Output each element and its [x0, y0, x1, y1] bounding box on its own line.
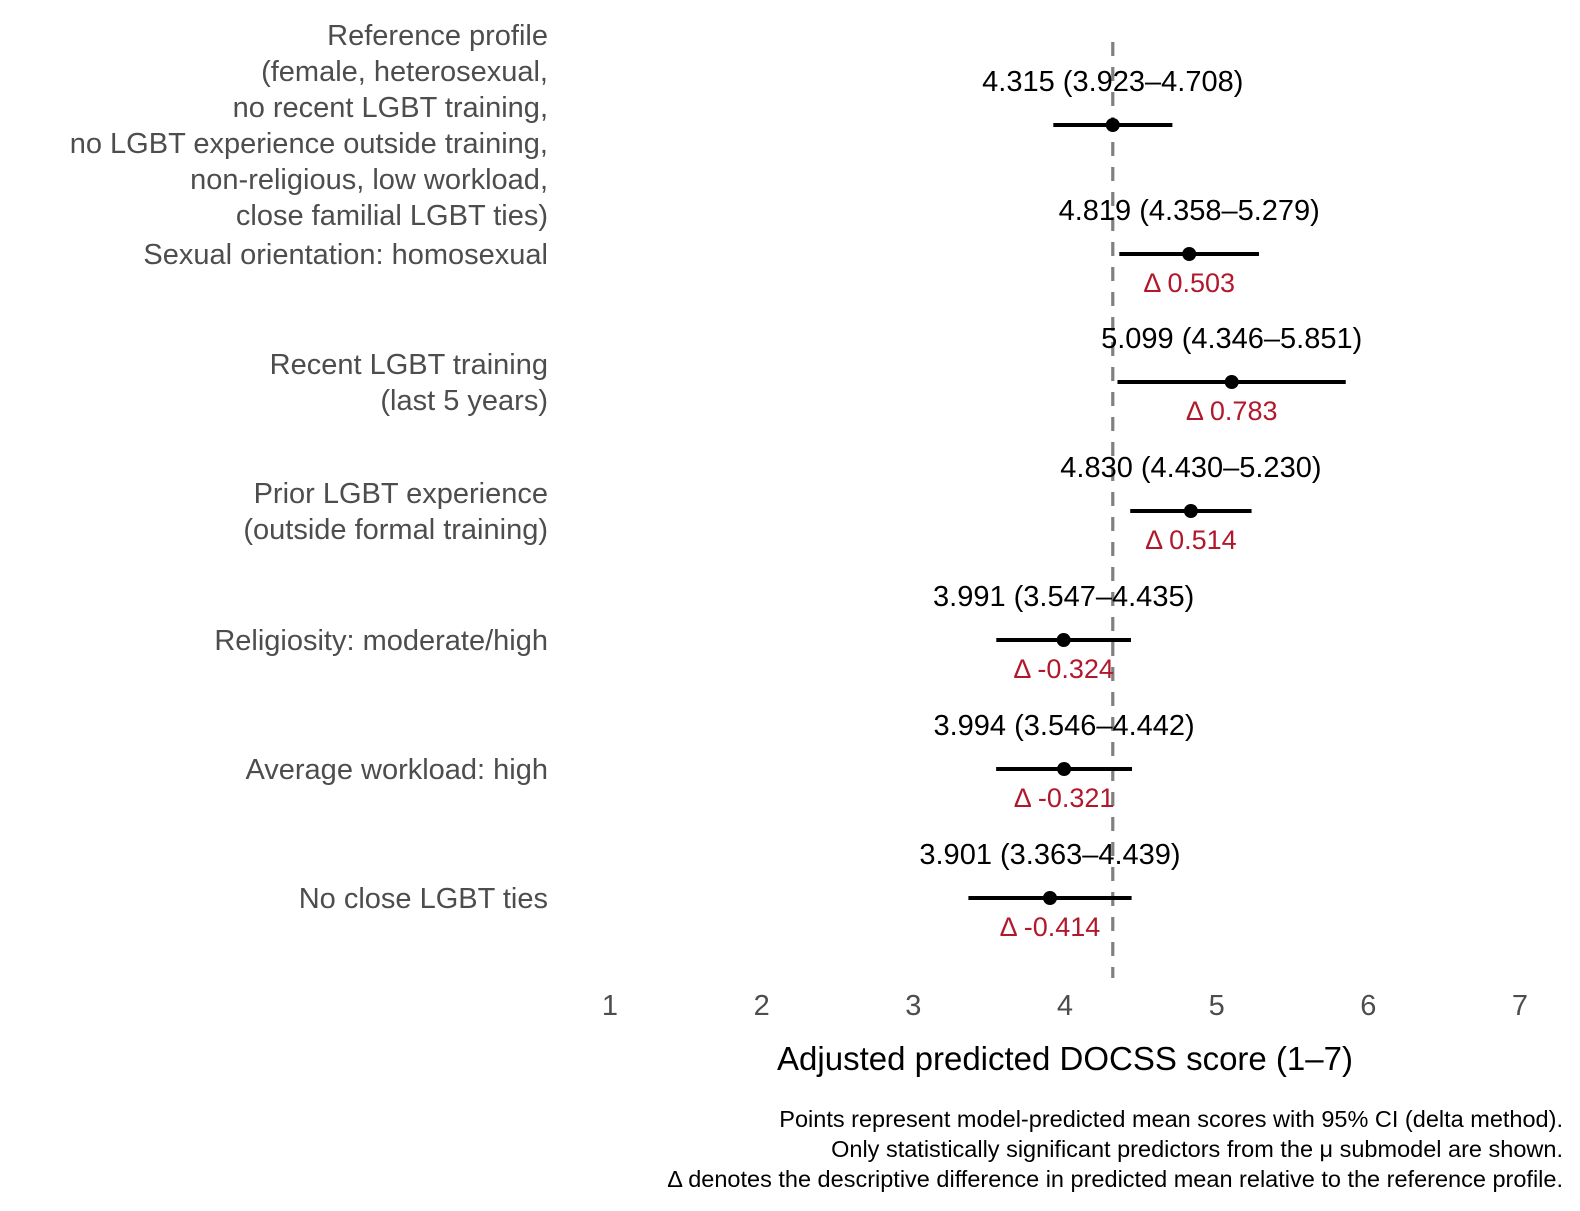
y-axis-label: Average workload: high — [245, 754, 548, 786]
forest-row: No close LGBT ties 3.901 (3.363–4.439) Δ -… — [299, 839, 1181, 942]
delta-label: Δ 0.503 — [1143, 268, 1235, 298]
x-tick-label: 7 — [1512, 990, 1528, 1022]
estimate-point — [1224, 375, 1239, 389]
estimate-label: 4.315 (3.923–4.708) — [982, 66, 1243, 98]
x-axis-title: Adjusted predicted DOCSS score (1–7) — [777, 1040, 1353, 1077]
estimate-label: 4.830 (4.430–5.230) — [1060, 452, 1321, 484]
estimate-label: 3.994 (3.546–4.442) — [933, 710, 1194, 742]
estimate-point — [1042, 891, 1057, 905]
y-axis-label: close familial LGBT ties) — [236, 200, 548, 232]
y-axis-label: (outside formal training) — [243, 514, 548, 546]
y-axis-label: No close LGBT ties — [299, 883, 548, 915]
caption-line: Points represent model-predicted mean sc… — [779, 1106, 1563, 1132]
y-axis-label: Recent LGBT training — [270, 349, 548, 381]
forest-row: Religiosity: moderate/high 3.991 (3.547–4… — [214, 581, 1194, 684]
y-axis-label: Sexual orientation: homosexual — [143, 239, 548, 271]
y-axis-label: Religiosity: moderate/high — [214, 625, 548, 657]
forest-row: Sexual orientation: homosexual 4.819 (4.3… — [143, 195, 1319, 298]
estimate-point — [1105, 118, 1120, 132]
estimate-point — [1056, 633, 1071, 647]
estimate-label: 5.099 (4.346–5.851) — [1101, 323, 1362, 355]
y-axis-label: (female, heterosexual, — [261, 56, 548, 88]
caption-line: Δ denotes the descriptive difference in … — [667, 1166, 1563, 1192]
y-axis-label: non-religious, low workload, — [190, 164, 548, 196]
estimate-point — [1182, 247, 1197, 261]
estimate-label: 4.819 (4.358–5.279) — [1059, 195, 1320, 227]
y-axis-label: no LGBT experience outside training, — [70, 128, 548, 160]
y-axis-label: (last 5 years) — [380, 385, 548, 417]
delta-label: Δ -0.324 — [1013, 654, 1114, 684]
forest-row: Reference profile (female, heterosexual, n… — [70, 20, 1244, 232]
delta-label: Δ 0.783 — [1186, 396, 1278, 426]
forest-row: Recent LGBT training (last 5 years) 5.099 … — [270, 323, 1363, 426]
x-tick-label: 1 — [602, 990, 618, 1022]
estimate-point — [1183, 504, 1198, 518]
y-axis-label: no recent LGBT training, — [233, 92, 548, 124]
estimate-label: 3.991 (3.547–4.435) — [933, 581, 1194, 613]
x-tick-label: 4 — [1057, 990, 1073, 1022]
x-tick-label: 5 — [1209, 990, 1225, 1022]
caption-line: Only statistically significant predictor… — [831, 1136, 1563, 1162]
y-axis-label: Reference profile — [327, 20, 548, 52]
forest-row: Prior LGBT experience (outside formal tra… — [243, 452, 1321, 555]
delta-label: Δ -0.414 — [1000, 912, 1101, 942]
delta-label: Δ -0.321 — [1014, 783, 1115, 813]
estimate-point — [1057, 762, 1072, 776]
x-tick-label: 2 — [754, 990, 770, 1022]
y-axis-label: Prior LGBT experience — [254, 478, 548, 510]
x-tick-label: 3 — [905, 990, 921, 1022]
delta-label: Δ 0.514 — [1145, 525, 1237, 555]
forest-row: Average workload: high 3.994 (3.546–4.442… — [245, 710, 1194, 813]
estimate-label: 3.901 (3.363–4.439) — [919, 839, 1180, 871]
x-tick-label: 6 — [1360, 990, 1376, 1022]
